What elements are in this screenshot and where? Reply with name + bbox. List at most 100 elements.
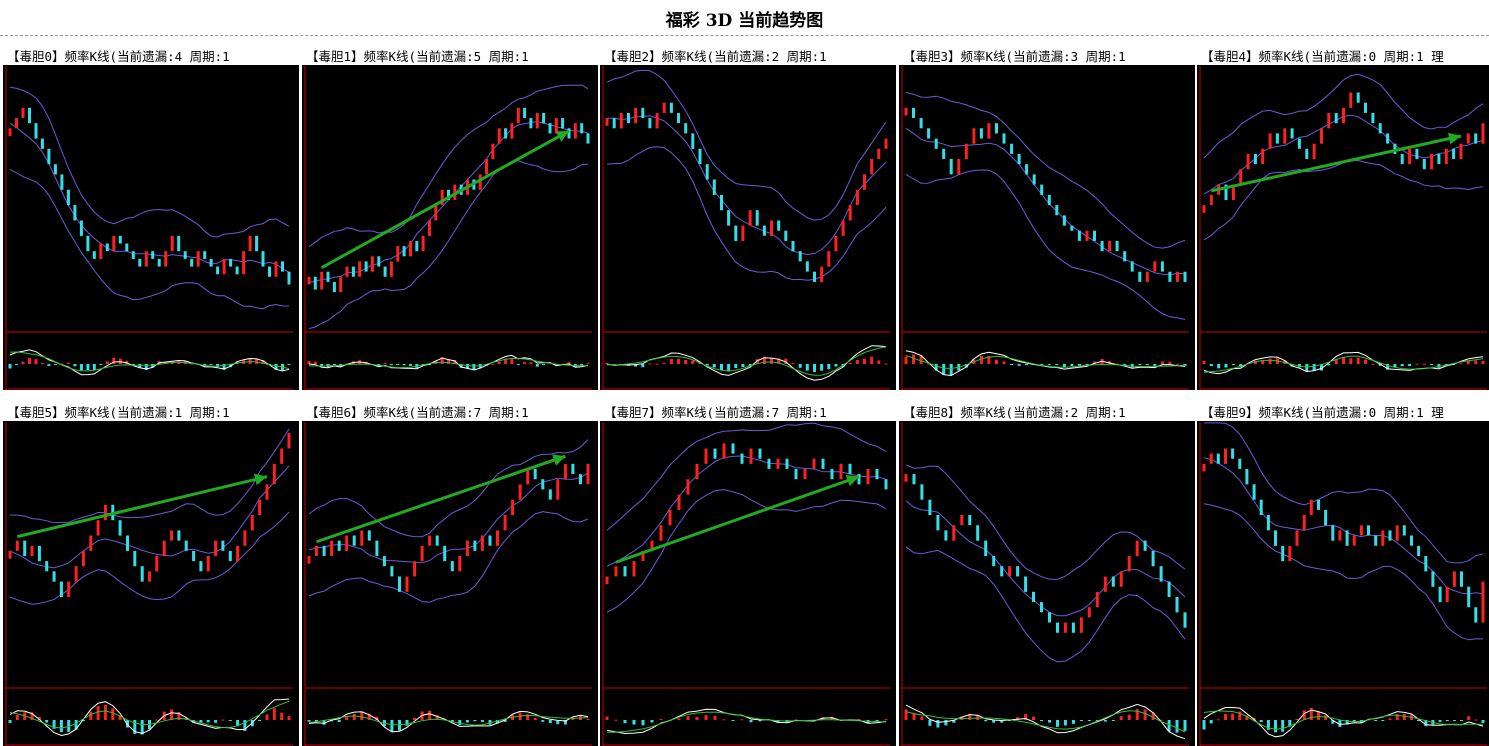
candle <box>1002 133 1006 144</box>
macd-bar <box>1320 364 1323 371</box>
macd-bar <box>1079 720 1083 721</box>
macd-bar <box>556 720 560 725</box>
candle <box>1176 271 1179 282</box>
macd-diff-line <box>9 698 290 737</box>
macd-bar <box>40 363 44 364</box>
macd-bar <box>151 364 155 368</box>
candle <box>1410 535 1413 546</box>
macd-bar <box>66 362 70 364</box>
chart-panel-1: 【毒胆1】频率K线(当前遗漏:5 周期:1 <box>302 40 598 390</box>
macd-bar <box>877 360 881 364</box>
candle <box>1095 591 1099 608</box>
macd-bar <box>632 720 636 725</box>
macd-bar <box>1130 364 1134 368</box>
macd-bar <box>287 716 291 720</box>
candle <box>1093 230 1096 241</box>
band-lower-line <box>9 511 290 605</box>
macd-bar <box>927 363 931 365</box>
macd-bar <box>1324 715 1328 720</box>
macd-bar <box>548 363 552 365</box>
candle <box>34 123 38 139</box>
macd-bar <box>857 719 861 721</box>
macd-bar <box>118 715 122 720</box>
macd-bar <box>111 708 115 720</box>
macd-bar <box>1231 364 1235 365</box>
candle <box>794 469 798 480</box>
macd-bar <box>375 716 379 720</box>
macd-bar <box>396 364 400 365</box>
kline-svg <box>602 422 890 746</box>
macd-bar <box>1408 364 1412 367</box>
macd-bar <box>942 364 946 375</box>
macd-bar <box>1048 720 1051 723</box>
band-upper-line <box>308 439 589 538</box>
macd-bar <box>813 364 816 373</box>
macd-bar <box>1071 720 1075 724</box>
candle <box>1422 159 1426 170</box>
candle <box>972 128 976 144</box>
candle <box>722 443 726 459</box>
candle <box>358 261 362 277</box>
candle <box>1135 540 1139 556</box>
candle <box>214 540 218 556</box>
candle <box>1345 530 1349 546</box>
macd-bar <box>912 712 916 720</box>
macd-bar <box>1452 720 1456 721</box>
candle <box>375 540 379 556</box>
candle <box>1474 607 1478 623</box>
candle <box>313 276 317 290</box>
macd-bar <box>1459 363 1463 365</box>
candle <box>1327 113 1331 129</box>
candle <box>928 499 932 516</box>
candle <box>330 540 334 556</box>
candle <box>320 271 324 290</box>
candle <box>573 123 577 139</box>
candle <box>345 535 349 551</box>
candle <box>855 189 859 206</box>
candle <box>1151 550 1155 567</box>
candle <box>650 540 654 551</box>
candle <box>315 545 318 556</box>
candle <box>1408 148 1412 165</box>
candle <box>405 576 409 592</box>
candle <box>870 159 874 175</box>
macd-bar <box>465 720 469 723</box>
kline-chart <box>899 422 1195 746</box>
panel-header: 【毒胆0】频率K线(当前遗漏:4 周期:1 <box>3 40 299 66</box>
macd-bar <box>510 359 514 364</box>
macd-bar <box>755 359 759 364</box>
kline-chart <box>600 422 896 746</box>
candle <box>516 107 520 124</box>
candle <box>1342 107 1345 124</box>
kline-chart <box>1197 66 1489 390</box>
candle <box>1231 184 1235 200</box>
candle <box>964 143 968 160</box>
candle <box>1153 261 1157 272</box>
candle <box>118 235 122 244</box>
candle <box>79 220 83 236</box>
candle <box>30 545 34 556</box>
macd-bar <box>280 712 284 720</box>
macd-bar <box>8 720 12 724</box>
macd-bar <box>686 716 690 720</box>
macd-bar <box>1202 361 1206 364</box>
macd-bar <box>1153 364 1157 366</box>
candle <box>1159 566 1163 582</box>
candle <box>1309 499 1313 516</box>
chart-panel-6: 【毒胆6】频率K线(当前遗漏:7 周期:1 <box>302 396 598 746</box>
candle <box>1103 576 1107 592</box>
candle <box>155 556 159 572</box>
macd-bar <box>934 364 938 371</box>
candle <box>52 571 56 582</box>
macd-bar <box>533 718 537 720</box>
candle <box>206 556 210 572</box>
macd-bar <box>1460 720 1463 721</box>
macd-bar <box>383 362 387 364</box>
candle <box>236 545 240 562</box>
macd-bar <box>634 364 638 367</box>
macd-bar <box>1438 720 1442 722</box>
candle <box>1087 607 1091 618</box>
candle <box>605 576 609 585</box>
candle <box>1245 469 1249 485</box>
macd-dea-line <box>606 346 887 376</box>
